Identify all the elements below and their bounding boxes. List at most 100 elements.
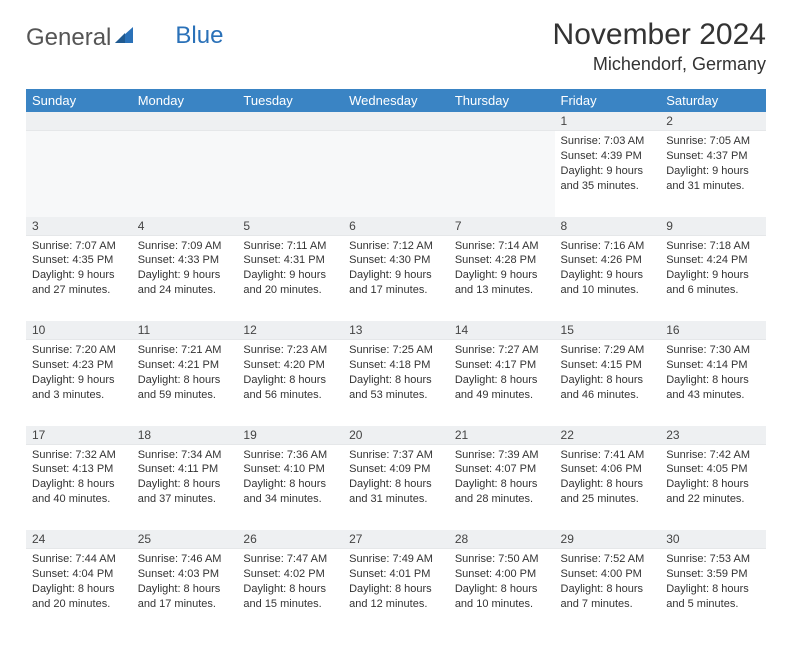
daylight-text: Daylight: 9 hours <box>32 373 126 388</box>
day-number-cell: 28 <box>449 530 555 549</box>
sunrise-text: Sunrise: 7:12 AM <box>349 239 443 254</box>
daylight-text: and 7 minutes. <box>561 597 655 612</box>
weekday-header: Monday <box>132 89 238 112</box>
sunset-text: Sunset: 4:11 PM <box>138 462 232 477</box>
sunrise-text: Sunrise: 7:39 AM <box>455 448 549 463</box>
day-number-row: 17181920212223 <box>26 426 766 445</box>
day-content-cell: Sunrise: 7:25 AMSunset: 4:18 PMDaylight:… <box>343 340 449 426</box>
sunrise-text: Sunrise: 7:34 AM <box>138 448 232 463</box>
day-content-cell: Sunrise: 7:16 AMSunset: 4:26 PMDaylight:… <box>555 235 661 321</box>
daylight-text: and 37 minutes. <box>138 492 232 507</box>
sunrise-text: Sunrise: 7:21 AM <box>138 343 232 358</box>
day-content-cell: Sunrise: 7:09 AMSunset: 4:33 PMDaylight:… <box>132 235 238 321</box>
daylight-text: and 3 minutes. <box>32 388 126 403</box>
daylight-text: Daylight: 8 hours <box>138 373 232 388</box>
day-number-cell: 8 <box>555 217 661 236</box>
day-content-cell: Sunrise: 7:37 AMSunset: 4:09 PMDaylight:… <box>343 444 449 530</box>
sunrise-text: Sunrise: 7:41 AM <box>561 448 655 463</box>
sunset-text: Sunset: 4:31 PM <box>243 253 337 268</box>
sunset-text: Sunset: 4:00 PM <box>455 567 549 582</box>
weekday-header: Wednesday <box>343 89 449 112</box>
day-number-cell: 25 <box>132 530 238 549</box>
daylight-text: Daylight: 8 hours <box>455 582 549 597</box>
day-content-cell: Sunrise: 7:46 AMSunset: 4:03 PMDaylight:… <box>132 549 238 635</box>
daylight-text: and 17 minutes. <box>349 283 443 298</box>
daylight-text: Daylight: 8 hours <box>243 477 337 492</box>
sunset-text: Sunset: 3:59 PM <box>666 567 760 582</box>
brand-logo: General Blue <box>26 18 223 52</box>
day-number-cell: 30 <box>660 530 766 549</box>
sunrise-text: Sunrise: 7:52 AM <box>561 552 655 567</box>
sunset-text: Sunset: 4:04 PM <box>32 567 126 582</box>
day-number-cell <box>26 112 132 131</box>
day-content-cell <box>343 131 449 217</box>
daylight-text: Daylight: 9 hours <box>666 164 760 179</box>
sunrise-text: Sunrise: 7:09 AM <box>138 239 232 254</box>
sunrise-text: Sunrise: 7:44 AM <box>32 552 126 567</box>
daylight-text: and 17 minutes. <box>138 597 232 612</box>
day-number-cell: 5 <box>237 217 343 236</box>
day-number-cell: 1 <box>555 112 661 131</box>
day-content-cell: Sunrise: 7:44 AMSunset: 4:04 PMDaylight:… <box>26 549 132 635</box>
day-number-cell <box>449 112 555 131</box>
sunrise-text: Sunrise: 7:47 AM <box>243 552 337 567</box>
daylight-text: and 20 minutes. <box>243 283 337 298</box>
daylight-text: and 20 minutes. <box>32 597 126 612</box>
sunset-text: Sunset: 4:03 PM <box>138 567 232 582</box>
sail-icon <box>113 24 135 52</box>
day-number-cell: 14 <box>449 321 555 340</box>
daylight-text: Daylight: 8 hours <box>32 477 126 492</box>
day-number-cell: 12 <box>237 321 343 340</box>
sunrise-text: Sunrise: 7:23 AM <box>243 343 337 358</box>
day-content-cell: Sunrise: 7:18 AMSunset: 4:24 PMDaylight:… <box>660 235 766 321</box>
day-content-cell: Sunrise: 7:34 AMSunset: 4:11 PMDaylight:… <box>132 444 238 530</box>
sunset-text: Sunset: 4:24 PM <box>666 253 760 268</box>
day-content-cell: Sunrise: 7:52 AMSunset: 4:00 PMDaylight:… <box>555 549 661 635</box>
daylight-text: Daylight: 8 hours <box>666 373 760 388</box>
sunset-text: Sunset: 4:15 PM <box>561 358 655 373</box>
daylight-text: and 28 minutes. <box>455 492 549 507</box>
day-content-cell: Sunrise: 7:53 AMSunset: 3:59 PMDaylight:… <box>660 549 766 635</box>
daylight-text: Daylight: 8 hours <box>138 477 232 492</box>
daylight-text: and 6 minutes. <box>666 283 760 298</box>
daylight-text: Daylight: 8 hours <box>349 373 443 388</box>
day-content-cell: Sunrise: 7:47 AMSunset: 4:02 PMDaylight:… <box>237 549 343 635</box>
daylight-text: and 31 minutes. <box>349 492 443 507</box>
sunrise-text: Sunrise: 7:30 AM <box>666 343 760 358</box>
daylight-text: Daylight: 8 hours <box>243 582 337 597</box>
daylight-text: and 15 minutes. <box>243 597 337 612</box>
weekday-header: Sunday <box>26 89 132 112</box>
day-content-cell: Sunrise: 7:27 AMSunset: 4:17 PMDaylight:… <box>449 340 555 426</box>
sunset-text: Sunset: 4:33 PM <box>138 253 232 268</box>
daylight-text: and 35 minutes. <box>561 179 655 194</box>
daylight-text: Daylight: 8 hours <box>455 373 549 388</box>
day-content-cell: Sunrise: 7:42 AMSunset: 4:05 PMDaylight:… <box>660 444 766 530</box>
day-number-cell: 22 <box>555 426 661 445</box>
day-number-cell: 10 <box>26 321 132 340</box>
day-content-cell: Sunrise: 7:21 AMSunset: 4:21 PMDaylight:… <box>132 340 238 426</box>
day-content-row: Sunrise: 7:03 AMSunset: 4:39 PMDaylight:… <box>26 131 766 217</box>
brand-word-2: Blue <box>175 22 223 50</box>
daylight-text: and 10 minutes. <box>561 283 655 298</box>
day-content-cell: Sunrise: 7:39 AMSunset: 4:07 PMDaylight:… <box>449 444 555 530</box>
day-content-cell: Sunrise: 7:30 AMSunset: 4:14 PMDaylight:… <box>660 340 766 426</box>
calendar-table: Sunday Monday Tuesday Wednesday Thursday… <box>26 89 766 635</box>
sunrise-text: Sunrise: 7:29 AM <box>561 343 655 358</box>
weekday-header: Tuesday <box>237 89 343 112</box>
day-number-cell: 18 <box>132 426 238 445</box>
day-number-cell: 2 <box>660 112 766 131</box>
day-content-cell: Sunrise: 7:32 AMSunset: 4:13 PMDaylight:… <box>26 444 132 530</box>
sunrise-text: Sunrise: 7:50 AM <box>455 552 549 567</box>
day-number-cell <box>343 112 449 131</box>
sunset-text: Sunset: 4:14 PM <box>666 358 760 373</box>
sunset-text: Sunset: 4:28 PM <box>455 253 549 268</box>
day-number-cell: 21 <box>449 426 555 445</box>
day-number-cell: 24 <box>26 530 132 549</box>
daylight-text: Daylight: 8 hours <box>561 373 655 388</box>
day-content-row: Sunrise: 7:32 AMSunset: 4:13 PMDaylight:… <box>26 444 766 530</box>
day-content-cell: Sunrise: 7:12 AMSunset: 4:30 PMDaylight:… <box>343 235 449 321</box>
day-content-cell: Sunrise: 7:03 AMSunset: 4:39 PMDaylight:… <box>555 131 661 217</box>
daylight-text: Daylight: 9 hours <box>561 164 655 179</box>
day-number-cell: 6 <box>343 217 449 236</box>
daylight-text: Daylight: 8 hours <box>666 582 760 597</box>
